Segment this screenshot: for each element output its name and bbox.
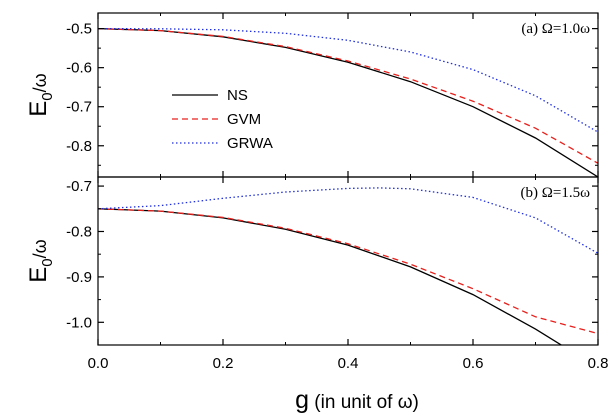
- y-axis-title-a: E0/ω: [25, 73, 56, 116]
- y-axis-title-sub-a: 0: [39, 92, 56, 100]
- x-axis-title-main: g: [295, 386, 309, 414]
- y-axis-title-rest-b: /ω: [30, 239, 50, 258]
- legend: NS GVM GRWA: [172, 87, 273, 152]
- plot-frame-b: [97, 176, 599, 346]
- x-tick-label: 0.2: [213, 355, 234, 372]
- legend-label-grwa: GRWA: [227, 135, 273, 152]
- series-gvm-line-a: [98, 27, 598, 164]
- y-tick-label-a: -0.7: [66, 99, 92, 116]
- series-ns-line-a: [98, 27, 598, 177]
- legend-label-ns: NS: [227, 87, 248, 104]
- x-axis-title: g (in unit of ω): [295, 386, 419, 414]
- y-tick-label-a: -0.8: [66, 138, 92, 155]
- y-tick-label-b: -0.8: [66, 223, 92, 240]
- x-tick-label: 0.8: [588, 355, 609, 372]
- series-gvm-line-b: [98, 208, 598, 335]
- y-axis-title-b: E0/ω: [25, 239, 56, 282]
- y-axis-title-main-b: E: [25, 267, 52, 283]
- x-axis-tick-labels: 0.0 0.2 0.4 0.6 0.8: [88, 355, 609, 372]
- series-grwa-line-b: [98, 187, 598, 254]
- x-tick-label: 0.4: [338, 355, 359, 372]
- x-tick-label: 0.0: [88, 355, 109, 372]
- y-axis-title-sub-b: 0: [39, 258, 56, 266]
- x-tick-label: 0.6: [463, 355, 484, 372]
- x-axis-title-rest: (in unit of ω): [309, 392, 419, 413]
- y-tick-label-a: -0.6: [66, 60, 92, 77]
- y-axis-title-rest-a: /ω: [30, 73, 50, 92]
- y-axis-title-main-a: E: [25, 101, 52, 117]
- y-tick-label-b: -0.7: [66, 178, 92, 195]
- y-tick-label-b: -0.9: [66, 269, 92, 286]
- panel-b: -0.7 -0.8 -0.9 -1.0 (b) Ω=1.5ω E0/ω: [25, 176, 599, 346]
- panel-label-b: (b) Ω=1.5ω: [521, 185, 591, 201]
- y-tick-label-b: -1.0: [66, 314, 92, 331]
- series-grwa-line-a: [98, 27, 598, 133]
- panel-label-a: (a) Ω=1.0ω: [521, 21, 590, 37]
- panel-a: -0.5 -0.6 -0.7 -0.8 (a) Ω=1.0ω E0/ω NS GVM GRWA: [25, 12, 599, 178]
- legend-label-gvm: GVM: [227, 111, 261, 128]
- y-tick-label-a: -0.5: [66, 21, 92, 38]
